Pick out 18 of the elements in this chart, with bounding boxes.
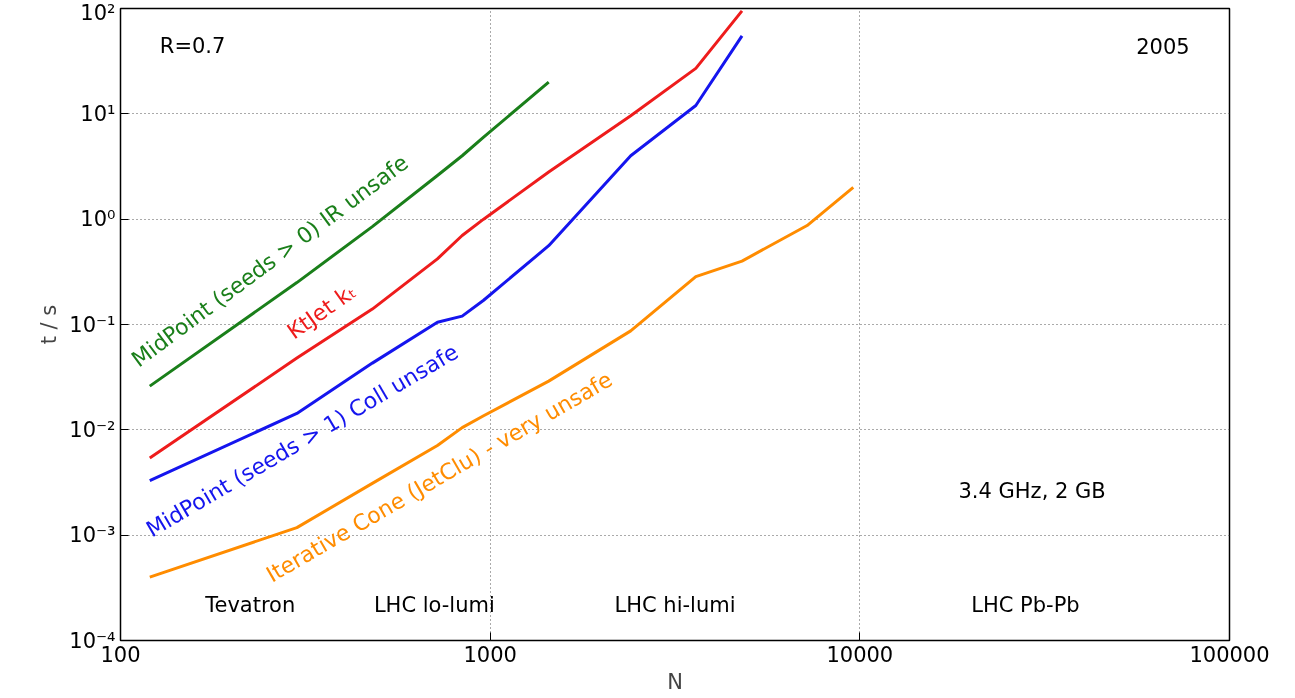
x-axis-title: N: [667, 669, 683, 694]
x-tick-label: 1000: [463, 642, 517, 667]
y-tick-label: 10⁰: [80, 207, 116, 232]
annotation: LHC lo-lumi: [373, 593, 495, 618]
x-tick-label: 100000: [1189, 642, 1270, 667]
y-tick-label: 10¹: [80, 101, 116, 126]
y-axis-title: t / s: [37, 304, 62, 345]
x-tick-label: 10000: [826, 642, 894, 667]
annotation: R=0.7: [159, 34, 226, 59]
y-tick-label: 10⁻¹: [69, 312, 116, 337]
annotation: 3.4 GHz, 2 GB: [958, 478, 1106, 503]
annotation: LHC Pb-Pb: [971, 593, 1080, 618]
annotation: 2005: [1136, 35, 1190, 60]
annotation: Tevatron: [204, 593, 296, 618]
y-tick-label: 10²: [80, 0, 116, 25]
annotation: LHC hi-lumi: [614, 593, 736, 618]
y-tick-label: 10⁻³: [69, 523, 116, 548]
y-tick-label: 10⁻²: [69, 417, 116, 442]
